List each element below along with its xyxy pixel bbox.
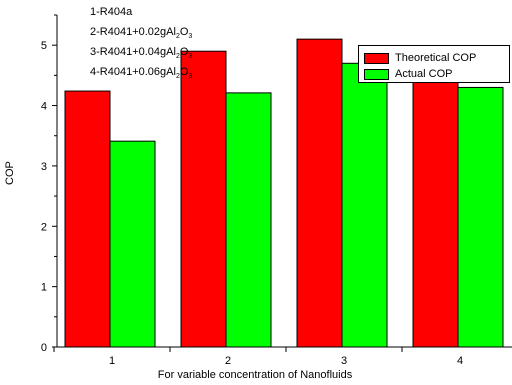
x-axis-label: For variable concentration of Nanofluids xyxy=(157,369,353,381)
x-tick-label-1: 1 xyxy=(109,355,115,367)
annotation-2: 2-R4041+0.02gAl2O3 xyxy=(90,26,193,41)
x-tick-label-3: 3 xyxy=(341,355,347,367)
y-axis-label: COP xyxy=(4,161,16,185)
bar-actual-1 xyxy=(109,140,156,348)
y-tick-label: 2 xyxy=(41,221,47,233)
y-tick-label: 4 xyxy=(41,101,47,113)
legend-item-actual: Actual COP xyxy=(364,67,452,81)
y-tick-label: 0 xyxy=(41,342,47,354)
bar-theoretical-2 xyxy=(180,50,227,348)
y-tick-label: 3 xyxy=(41,161,47,173)
legend-label-actual: Actual COP xyxy=(395,68,453,80)
x-tick-label-4: 4 xyxy=(457,355,463,367)
bar-theoretical-3 xyxy=(296,38,343,348)
annotation-4: 4-R4041+0.06gAl2O3 xyxy=(90,66,193,81)
bar-actual-4 xyxy=(457,86,504,348)
annotation-1: 1-R404a xyxy=(90,6,133,18)
legend-item-theoretical: Theoretical COP xyxy=(364,51,476,65)
legend-swatch-actual xyxy=(364,68,389,80)
bar-actual-2 xyxy=(225,92,272,348)
bar-actual-3 xyxy=(341,62,388,348)
legend-label-theoretical: Theoretical COP xyxy=(395,52,477,64)
bar-theoretical-4 xyxy=(412,60,459,348)
bar-theoretical-1 xyxy=(64,90,111,348)
bars-group xyxy=(64,38,504,348)
annotation-3: 3-R4041+0.04gAl2O3 xyxy=(90,46,193,61)
y-tick-label: 5 xyxy=(41,40,47,52)
x-tick-label-2: 2 xyxy=(225,355,231,367)
legend: Theoretical COP Actual COP xyxy=(358,45,510,83)
y-tick-label: 1 xyxy=(41,282,47,294)
axes-group: 0 1 2 3 4 5 1 2 3 4 xyxy=(41,14,512,367)
legend-swatch-theoretical xyxy=(364,52,389,64)
